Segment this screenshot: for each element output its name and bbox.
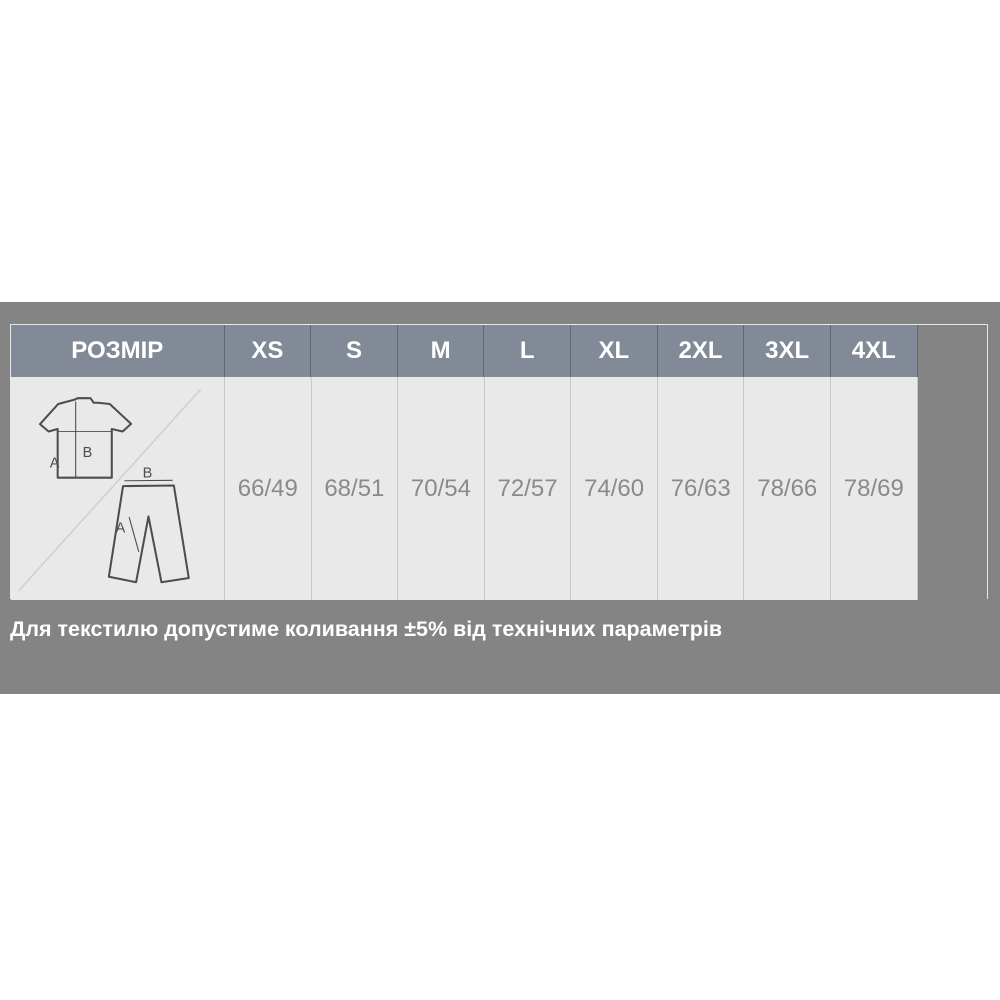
svg-text:A: A [50,455,60,471]
svg-text:B: B [83,445,93,461]
svg-text:A: A [116,520,126,536]
svg-text:B: B [143,465,153,481]
